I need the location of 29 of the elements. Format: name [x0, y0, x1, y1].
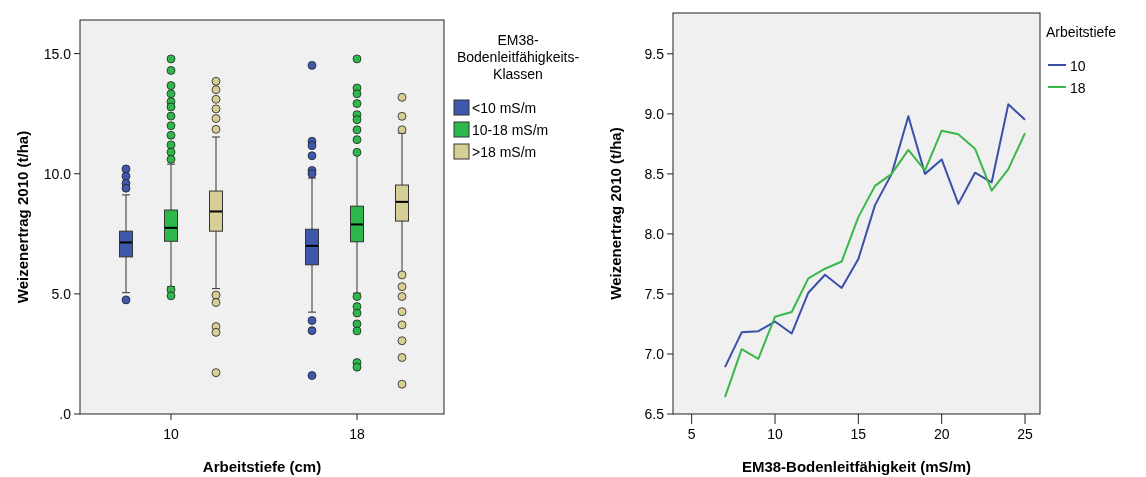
y-axis-title: Weizenertrag 2010 (t/ha) — [607, 127, 624, 300]
y-tick-label: 6.5 — [644, 406, 665, 422]
y-tick-label: .0 — [59, 406, 72, 422]
x-tick-label: 5 — [687, 426, 696, 442]
y-axis-title: Weizenertrag 2010 (t/ha) — [14, 130, 31, 304]
x-tick-label: 10 — [767, 426, 783, 442]
y-tick-label: 15.0 — [43, 45, 72, 62]
y-tick-label: 8.5 — [644, 165, 665, 182]
legend-label: 10-18 mS/m — [472, 122, 549, 138]
legend-title: Arbeitstiefe — [1046, 24, 1117, 40]
y-tick-label: 10.0 — [43, 165, 72, 182]
y-tick-label: 9.0 — [644, 105, 665, 122]
legend-label: 10 — [1070, 58, 1086, 74]
legend-label: 18 — [1070, 80, 1086, 96]
y-tick-label: 5.0 — [51, 285, 72, 302]
y-tick-label: 7.5 — [644, 285, 665, 302]
x-tick-label: 20 — [933, 426, 950, 442]
y-tick-label: 9.5 — [644, 45, 665, 62]
x-tick-label: 25 — [1017, 426, 1033, 442]
x-tick-label: 10 — [163, 426, 179, 442]
legend-label: >18 mS/m — [472, 144, 537, 160]
x-tick-label: 18 — [349, 426, 365, 442]
x-axis-title: Arbeitstiefe (cm) — [202, 458, 322, 475]
y-tick-label: 7.0 — [644, 345, 665, 362]
legend-label: <10 mS/m — [472, 100, 537, 116]
legend-title: EM38-Bodenleitfähigkeits-Klassen — [456, 32, 580, 82]
x-axis-title: EM38-Bodenleitfähigkeit (mS/m) — [741, 458, 972, 475]
y-tick-label: 8.0 — [644, 225, 665, 242]
x-tick-label: 15 — [850, 426, 867, 442]
